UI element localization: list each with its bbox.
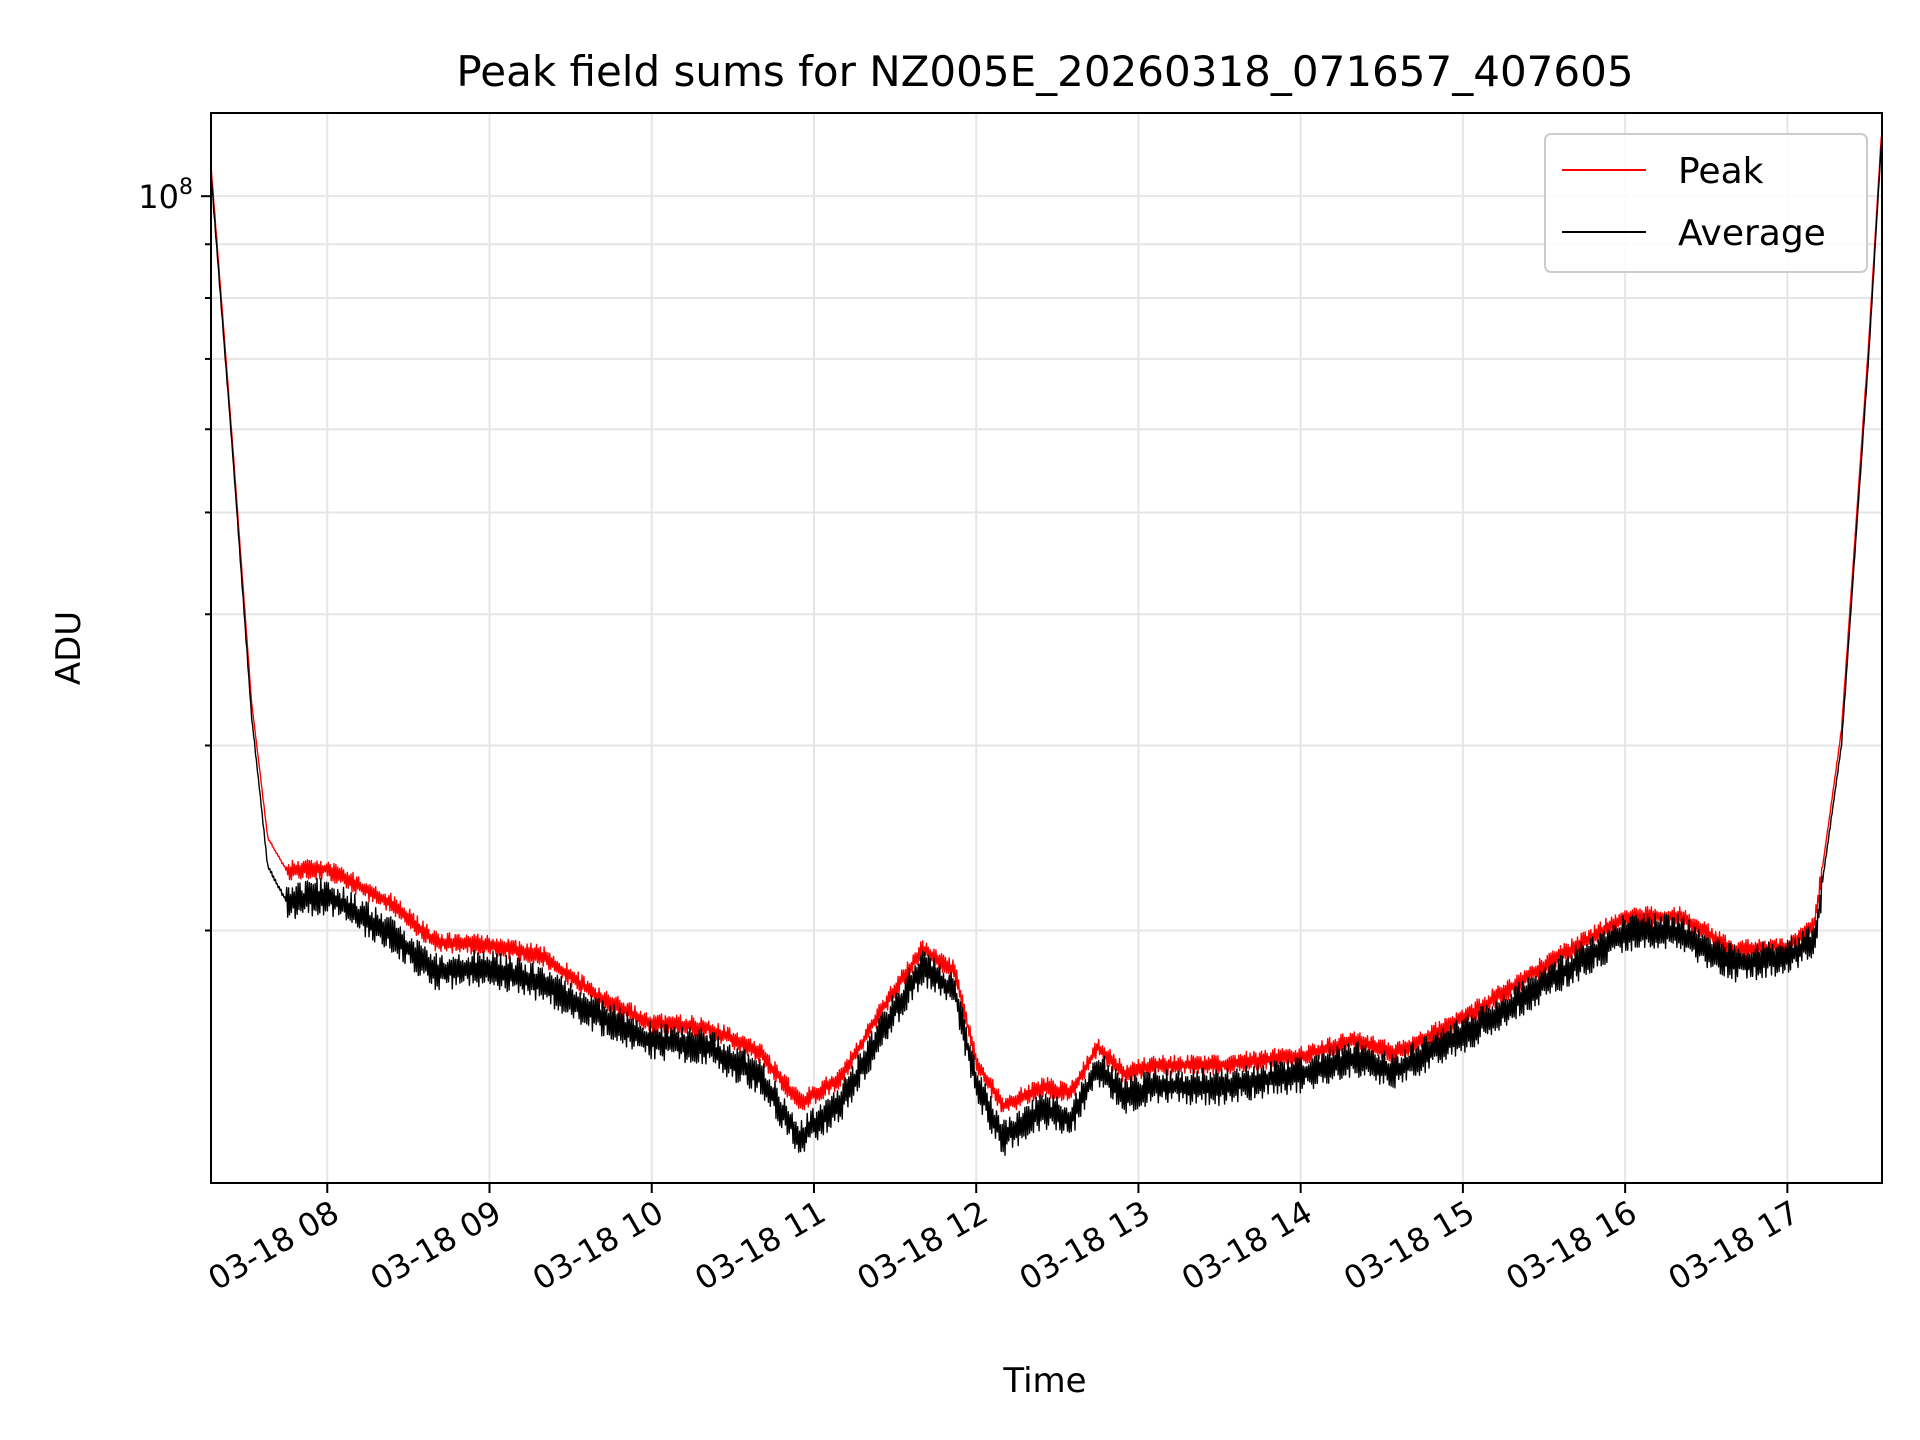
series-line-average: [210, 145, 1882, 1156]
legend-label-peak: Peak: [1678, 151, 1764, 192]
y-tick-label: 108: [138, 175, 193, 216]
legend: Peak Average: [1544, 133, 1868, 273]
series-layer: [210, 136, 1882, 1156]
legend-box: [1544, 133, 1868, 273]
y-axis-title: ADU: [49, 611, 89, 685]
y-tick-label-base: 10: [138, 178, 179, 216]
chart-title: Peak field sums for NZ005E_20260318_0716…: [456, 47, 1633, 96]
plot-frame: [210, 112, 1883, 1184]
x-axis-title: Time: [1002, 1361, 1086, 1401]
series-line-peak: [210, 136, 1882, 1113]
legend-label-average: Average: [1678, 213, 1826, 254]
y-tick-label-exponent: 8: [179, 175, 193, 200]
y-axis: 108: [138, 175, 211, 932]
